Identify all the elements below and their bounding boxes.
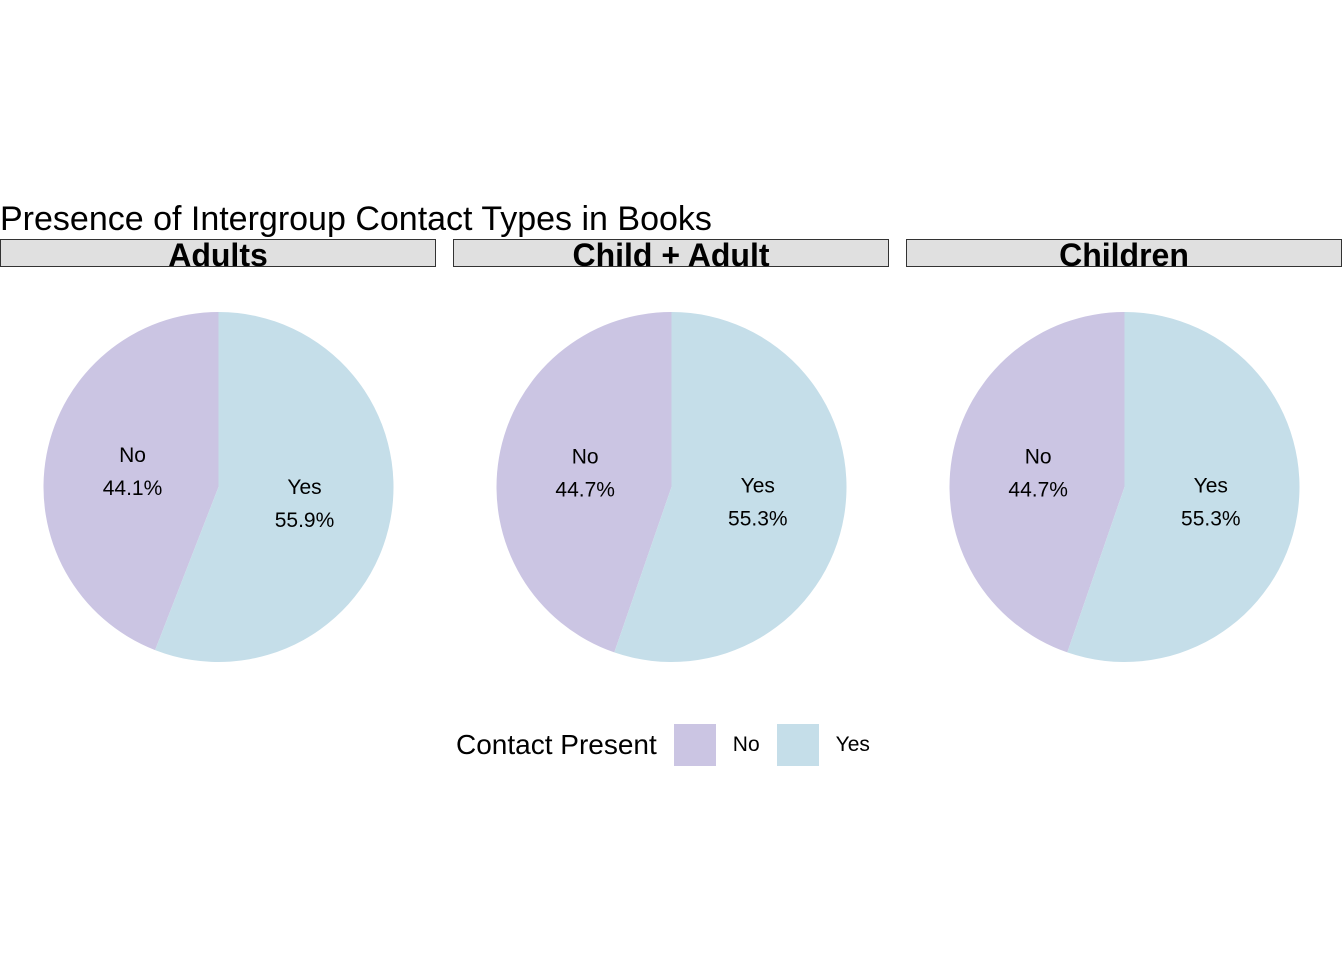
pie-percent-label: 44.7% bbox=[555, 478, 615, 501]
legend-title: Contact Present bbox=[456, 729, 657, 760]
pie-category-label: Yes bbox=[1194, 475, 1228, 498]
pie-category-label: No bbox=[1025, 445, 1052, 468]
pie-percent-label: 44.1% bbox=[103, 477, 163, 500]
pie-slice-children-yes bbox=[1067, 312, 1300, 662]
legend-key-yes bbox=[776, 724, 819, 766]
pie-percent-label: 55.3% bbox=[1181, 508, 1241, 531]
facet-strip-adults: Adults bbox=[0, 239, 436, 271]
facet-strip-children: Children bbox=[906, 239, 1342, 271]
pie-category-label: No bbox=[119, 444, 146, 467]
legend-label-no: No bbox=[732, 733, 760, 756]
pie-category-label: Yes bbox=[287, 476, 321, 499]
pie-slice-children-no bbox=[949, 312, 1125, 653]
legend-label-yes: Yes bbox=[835, 733, 870, 756]
pie-slice-child-adult-no bbox=[496, 312, 672, 653]
legend: Contact Present No Yes bbox=[456, 722, 887, 768]
pie-slice-child-adult-yes bbox=[614, 312, 847, 662]
pie-slice-adults-no bbox=[43, 312, 219, 651]
legend-key-no bbox=[673, 724, 716, 766]
pie-slice-adults-yes bbox=[155, 312, 394, 662]
pie-percent-label: 44.7% bbox=[1008, 478, 1068, 501]
pie-category-label: No bbox=[572, 445, 599, 468]
chart-title: Presence of Intergroup Contact Types in … bbox=[0, 200, 712, 238]
pie-category-label: Yes bbox=[741, 475, 775, 498]
pie-percent-label: 55.3% bbox=[728, 508, 788, 531]
facet-strip-child-adult: Child + Adult bbox=[453, 239, 889, 271]
pie-percent-label: 55.9% bbox=[275, 509, 335, 532]
